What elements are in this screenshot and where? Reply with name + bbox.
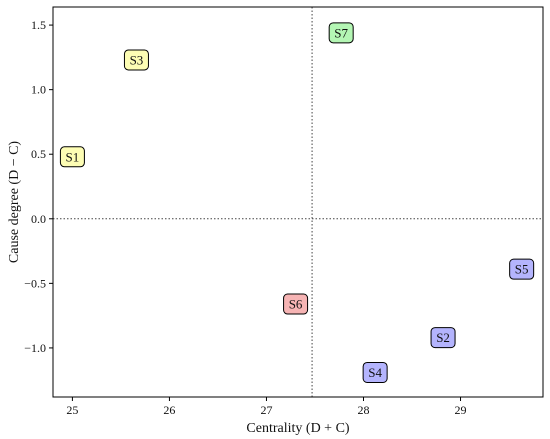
reference-lines bbox=[53, 7, 543, 397]
x-axis-label: Centrality (D + C) bbox=[246, 421, 349, 436]
data-point-s4 bbox=[362, 361, 388, 383]
data-point-s1 bbox=[59, 146, 85, 168]
data-point-label: S7 bbox=[334, 25, 348, 40]
data-point-s3 bbox=[123, 49, 149, 71]
data-point-label: S1 bbox=[66, 149, 80, 164]
x-axis-ticks: 25 26 27 28 29 bbox=[66, 397, 467, 417]
x-tick-label: 28 bbox=[357, 403, 369, 417]
data-point-label: S4 bbox=[368, 365, 382, 380]
data-point-s5 bbox=[509, 258, 535, 280]
y-tick-label: −0.5 bbox=[24, 276, 46, 290]
y-tick-label: 1.0 bbox=[31, 83, 46, 97]
data-point-label: S2 bbox=[436, 330, 450, 345]
data-point-s7 bbox=[328, 22, 354, 44]
data-point-label: S5 bbox=[515, 262, 529, 277]
y-axis-label: Cause degree (D − C) bbox=[7, 141, 22, 264]
y-tick-label: −1.0 bbox=[24, 341, 46, 355]
y-axis-ticks: 1.5 1.0 0.5 0.0 −0.5 −1.0 bbox=[24, 18, 53, 355]
data-point-s2 bbox=[430, 327, 456, 349]
x-tick-label: 25 bbox=[66, 403, 78, 417]
plot-area-frame bbox=[52, 6, 544, 398]
x-tick-label: 27 bbox=[260, 403, 272, 417]
data-point-label: S3 bbox=[130, 52, 144, 67]
y-tick-label: 0.0 bbox=[31, 212, 46, 226]
data-points: S1 S2 S3 S4 S5 S6 S7 bbox=[59, 22, 535, 383]
data-point-label: S6 bbox=[289, 297, 303, 312]
x-tick-label: 26 bbox=[163, 403, 175, 417]
y-tick-label: 1.5 bbox=[31, 18, 46, 32]
x-tick-label: 29 bbox=[455, 403, 467, 417]
y-tick-label: 0.5 bbox=[31, 147, 46, 161]
data-point-s6 bbox=[283, 293, 309, 315]
